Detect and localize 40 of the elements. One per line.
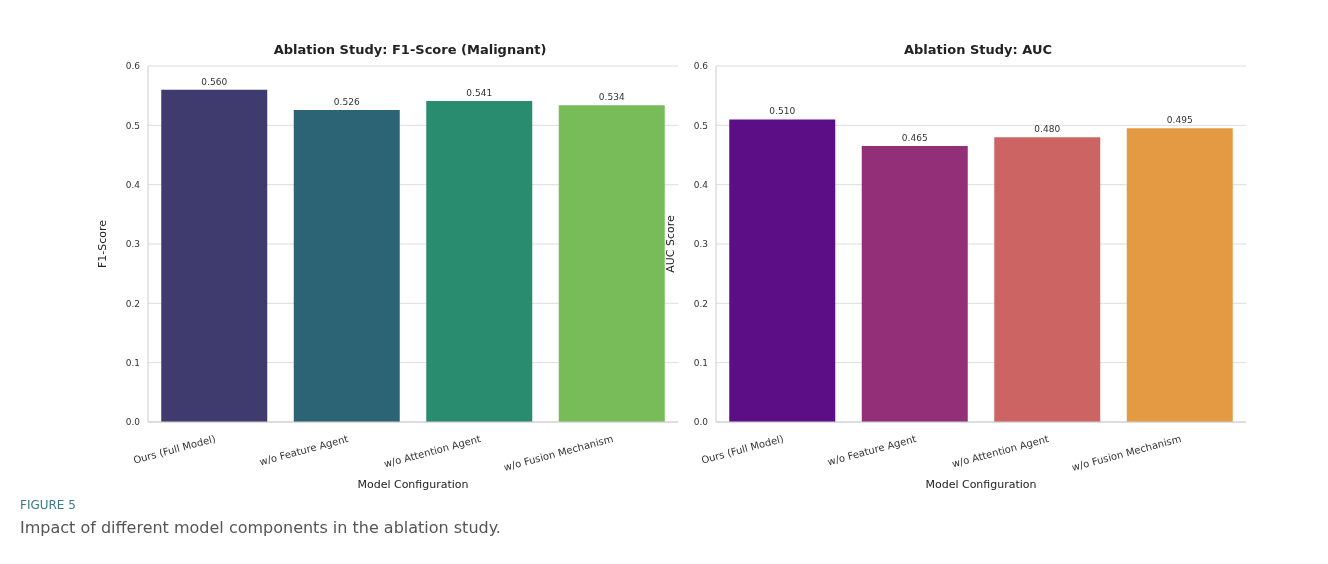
x-axis-title: Model Configuration [357,478,469,491]
chart-title: Ablation Study: F1-Score (Malignant) [272,42,548,57]
x-tick-label: w/o Feature Agent [258,433,350,468]
y-tick-label: 0.2 [125,298,140,309]
bar [293,109,400,422]
text: Impact of different model components in the ablation study. [20,518,501,537]
data-label: 0.510 [769,106,796,117]
x-tick-label: w/o Attention Agent [382,433,482,470]
y-tick-label: 0.4 [125,179,141,190]
data-label: 0.465 [901,133,928,144]
data-label: 0.495 [1166,115,1193,126]
y-tick-label: 0.0 [125,417,141,428]
x-axis-title: Model Configuration [925,478,1037,491]
y-axis-title: AUC Score [663,214,677,273]
y-tick-label: 0.3 [125,239,140,250]
y-tick-label: 0.1 [125,357,140,368]
x-tick-label: Ours (Full Model) [700,433,785,466]
y-tick-label: 0.2 [693,298,708,309]
y-tick-label: 0.6 [693,61,709,72]
y-tick-label: 0.5 [693,120,708,131]
bar [426,101,533,422]
data-label: 0.480 [1034,124,1061,135]
data-label: 0.541 [466,88,493,99]
caption: FIGURE 5 [20,498,77,512]
chart-title: Ablation Study: AUC [902,42,1054,57]
y-tick-label: 0.0 [693,417,709,428]
y-tick-label: 0.4 [693,179,709,190]
data-label: 0.526 [333,96,360,107]
bar [558,105,665,422]
data-label: 0.560 [201,76,228,87]
y-tick-label: 0.6 [125,61,141,72]
bar [161,89,268,422]
y-tick-label: 0.1 [693,357,708,368]
y-tick-label: 0.3 [693,239,708,250]
x-tick-label: w/o Attention Agent [950,433,1050,470]
x-tick-label: w/o Feature Agent [826,433,918,468]
y-tick-label: 0.5 [125,120,140,131]
data-label: 0.534 [598,92,625,103]
x-tick-label: Ours (Full Model) [132,433,217,466]
y-axis-title: F1-Score [95,219,109,269]
